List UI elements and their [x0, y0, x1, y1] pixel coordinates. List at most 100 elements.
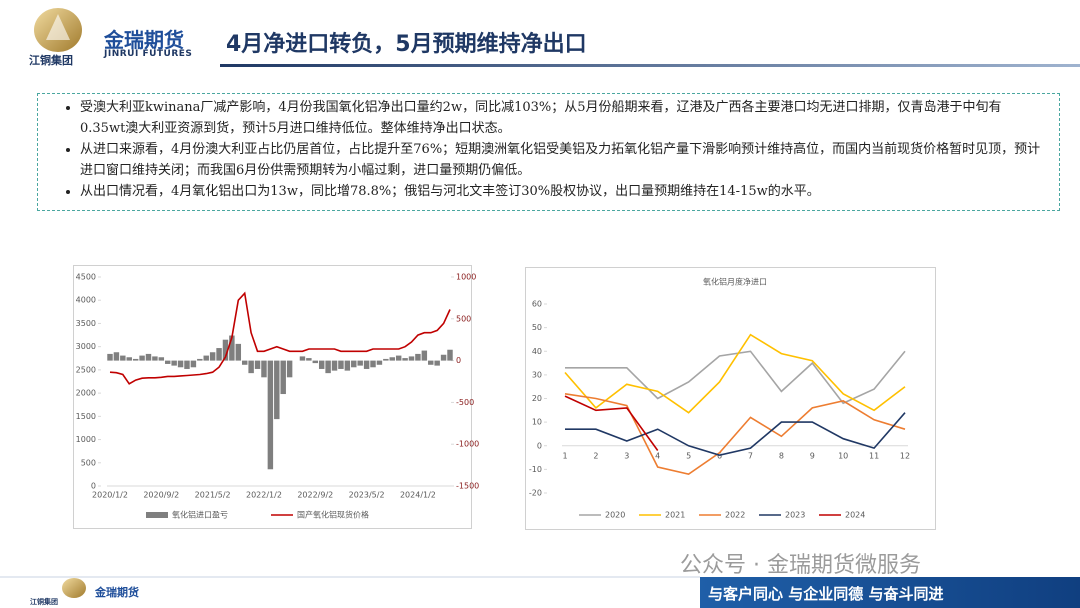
bar: [209, 352, 216, 361]
x-tick-label: 4: [655, 451, 660, 460]
bar: [344, 360, 351, 371]
y-tick-label: 0: [91, 482, 96, 491]
y-tick-label: 50: [532, 323, 542, 332]
bar: [389, 357, 395, 361]
bar: [286, 360, 293, 378]
bar: [357, 360, 363, 366]
x-tick-label: 2020/1/2: [92, 491, 128, 500]
line: [565, 412, 906, 457]
line: [565, 350, 906, 405]
y-tick-label: 4000: [76, 296, 96, 305]
x-tick-label: 8: [779, 451, 784, 460]
y2-tick-label: 1000: [456, 273, 476, 282]
legend-swatch: [146, 512, 168, 518]
x-tick-label: 7: [748, 451, 753, 460]
bar: [113, 352, 120, 361]
y-tick-label: 1000: [76, 435, 96, 444]
legend-label: 氧化铝进口盈亏: [172, 510, 228, 520]
bar: [351, 360, 357, 368]
x-tick-label: 3: [624, 451, 629, 460]
bar: [318, 360, 325, 369]
bar: [190, 360, 197, 368]
bar: [248, 360, 254, 374]
bar: [402, 358, 408, 361]
bar: [126, 357, 132, 361]
bar: [370, 360, 376, 368]
x-tick-label: 2021/5/2: [195, 491, 231, 500]
legend-label: 2022: [725, 511, 745, 520]
bar: [338, 360, 344, 369]
bar: [421, 350, 428, 361]
bullet: 受澳大利亚kwinana厂减产影响，4月份我国氧化铝净出口量约2w，同比减103…: [80, 97, 1045, 139]
bar: [222, 339, 229, 361]
y-tick-label: 2000: [76, 389, 96, 398]
bar: [395, 355, 402, 361]
legend-label: 国产氧化铝现货价格: [297, 510, 369, 520]
y-tick-label: 4500: [76, 273, 96, 282]
chart-frame: [525, 267, 936, 530]
x-tick-label: 10: [838, 451, 848, 460]
x-tick-label: 2023/5/2: [349, 491, 385, 500]
bar: [152, 356, 158, 361]
y2-tick-label: -1500: [456, 482, 479, 491]
legend-label: 2024: [845, 511, 865, 520]
bar: [216, 348, 222, 361]
bar: [197, 358, 203, 361]
y-tick-label: 60: [532, 300, 542, 309]
bullet: 从进口来源看，4月份澳大利亚占比仍居首位，占比提升至76%；短期澳洲氧化铝受美铝…: [80, 139, 1045, 181]
bullet: 从出口情况看，4月氧化铝出口为13w，同比增78.8%；俄铝与河北文丰签订30%…: [80, 181, 1045, 202]
bar: [184, 360, 190, 369]
bar: [145, 353, 152, 361]
y2-tick-label: -1000: [456, 440, 479, 449]
bar: [376, 360, 383, 365]
y-tick-label: 10: [532, 418, 542, 427]
bar: [107, 353, 113, 361]
bar: [447, 349, 453, 361]
line: [564, 333, 906, 414]
bar: [434, 360, 440, 366]
bar: [363, 360, 370, 369]
y-tick-label: 500: [81, 458, 96, 467]
y-tick-label: -10: [529, 465, 542, 474]
bar: [280, 360, 286, 395]
bar: [171, 360, 177, 366]
y-tick-label: 30: [532, 370, 542, 379]
brand: 金瑞期货: [104, 28, 184, 52]
x-tick-label: 2024/1/2: [400, 491, 436, 500]
bar: [440, 354, 447, 361]
bar: [325, 360, 331, 374]
bar: [235, 343, 242, 361]
x-tick-label: 2022/1/2: [246, 491, 282, 500]
x-tick-label: 2022/9/2: [297, 491, 333, 500]
bar: [261, 360, 267, 378]
bar: [415, 353, 421, 361]
footer-brand: 金瑞期货: [95, 586, 139, 599]
group: 江铜集团: [29, 54, 73, 67]
y-tick-label: 3000: [76, 342, 96, 351]
footer-group: 江铜集团: [30, 598, 58, 606]
x-tick-label: 2: [593, 451, 598, 460]
y-tick-label: 0: [537, 441, 542, 450]
chart-frame: [73, 265, 472, 529]
bar: [203, 355, 209, 361]
legend-label: 2023: [785, 511, 805, 520]
footer-bar: [700, 577, 1080, 608]
bar: [132, 358, 139, 361]
x-tick-label: 11: [869, 451, 879, 460]
footer-logo: [62, 578, 86, 598]
y2-tick-label: 0: [456, 356, 461, 365]
y-tick-label: 2500: [76, 365, 96, 374]
bar: [312, 360, 319, 364]
bar: [383, 358, 389, 361]
line: [564, 395, 659, 451]
legend-label: 2020: [605, 511, 625, 520]
x-tick-label: 12: [900, 451, 910, 460]
bar: [408, 356, 415, 361]
slide-title: 4月净进口转负，5月预期维持净出口: [226, 32, 587, 57]
y-tick-label: -20: [529, 489, 542, 498]
brand-en: JINRUI FUTURES: [104, 49, 193, 59]
bullet-box: 受澳大利亚kwinana厂减产影响，4月份我国氧化铝净出口量约2w，同比减103…: [37, 93, 1060, 211]
y-tick-label: 3500: [76, 319, 96, 328]
x-tick-label: 2020/9/2: [143, 491, 179, 500]
